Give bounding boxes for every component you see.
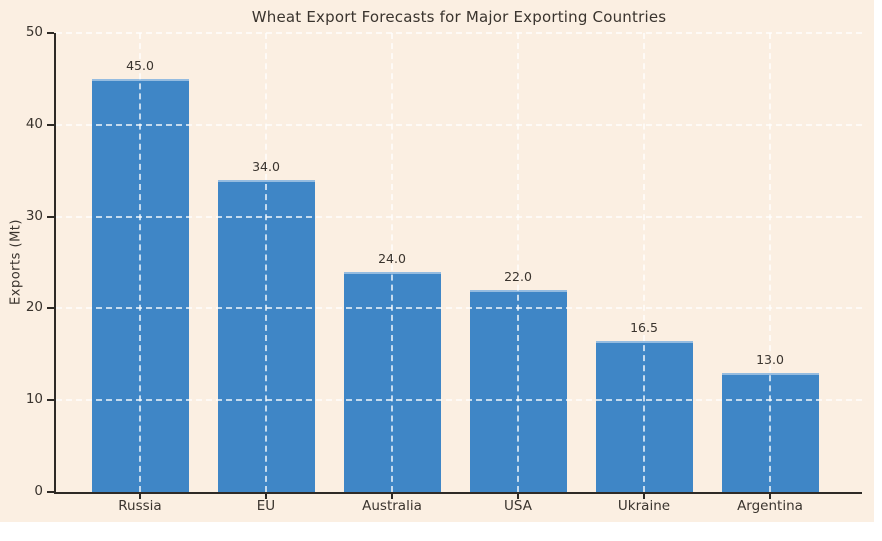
gridline-horizontal	[56, 32, 862, 34]
y-tick-label: 30	[25, 207, 43, 224]
y-tick-label: 20	[25, 299, 43, 316]
bar-russia	[91, 78, 189, 492]
y-axis-tick	[47, 491, 54, 493]
y-axis-label: Exports (Mt)	[8, 219, 24, 305]
bar-value-label: 16.5	[630, 319, 658, 335]
chart-figure: Wheat Export Forecasts for Major Exporti…	[0, 0, 874, 522]
bar-value-label: 45.0	[126, 57, 154, 73]
bar-value-label: 34.0	[252, 158, 280, 174]
y-tick-label: 40	[25, 115, 43, 132]
y-tick-label: 50	[25, 24, 43, 40]
y-axis-tick	[47, 399, 54, 402]
bar-value-label: 24.0	[378, 250, 406, 266]
bar-value-label: 22.0	[504, 269, 532, 285]
chart-title: Wheat Export Forecasts for Major Exporti…	[251, 8, 667, 26]
bar-usa	[469, 290, 567, 492]
y-tick-label: 0	[34, 483, 43, 499]
x-axis-tick	[769, 494, 771, 499]
y-tick-label: 10	[25, 391, 43, 408]
x-axis-tick	[391, 494, 393, 499]
plot-area	[54, 32, 862, 494]
x-axis-spine	[54, 492, 862, 494]
y-axis-tick	[47, 307, 54, 310]
bar-eu	[217, 179, 315, 492]
x-tick-label: Australia	[362, 498, 422, 514]
x-tick-label: Russia	[118, 498, 162, 514]
bar-argentina	[721, 372, 819, 492]
x-axis-tick	[265, 494, 267, 499]
y-axis-tick	[47, 32, 54, 34]
bar-value-label: 13.0	[756, 351, 784, 367]
x-axis-tick	[139, 494, 141, 499]
bar-australia	[343, 271, 441, 492]
x-axis-tick	[517, 494, 519, 499]
x-tick-label: EU	[256, 498, 276, 514]
y-axis-tick	[47, 215, 54, 218]
bar-ukraine	[595, 340, 693, 492]
y-axis-spine	[54, 33, 56, 492]
x-tick-label: Ukraine	[617, 498, 671, 514]
x-tick-label: Argentina	[737, 498, 803, 514]
y-axis-tick	[47, 123, 54, 126]
x-axis-tick	[643, 494, 645, 499]
x-tick-label: USA	[504, 498, 532, 514]
